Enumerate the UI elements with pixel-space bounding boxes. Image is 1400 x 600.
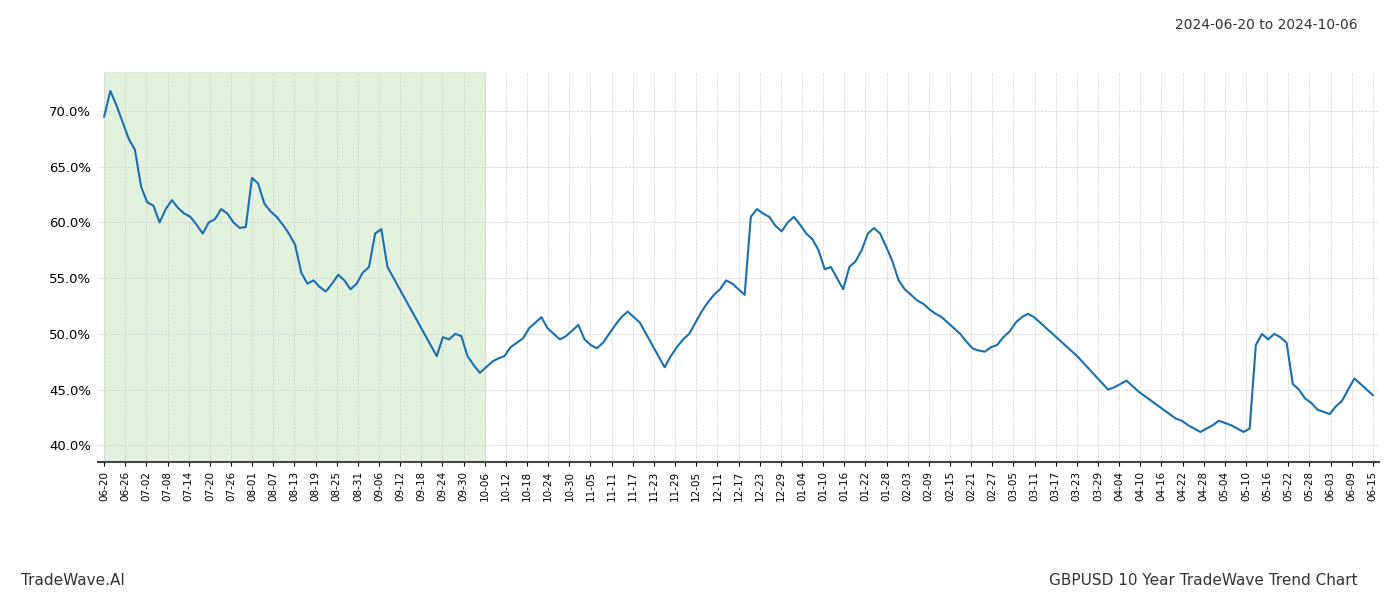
Text: GBPUSD 10 Year TradeWave Trend Chart: GBPUSD 10 Year TradeWave Trend Chart — [1050, 573, 1358, 588]
Text: 2024-06-20 to 2024-10-06: 2024-06-20 to 2024-10-06 — [1176, 18, 1358, 32]
Bar — [104, 72, 484, 462]
Text: TradeWave.AI: TradeWave.AI — [21, 573, 125, 588]
